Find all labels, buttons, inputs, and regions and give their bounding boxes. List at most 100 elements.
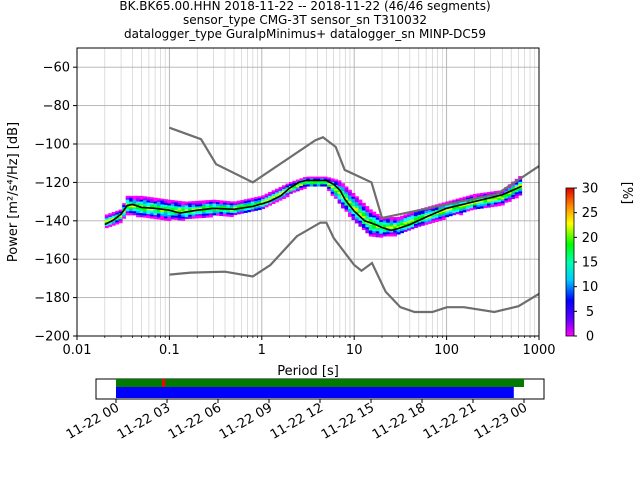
density-cell bbox=[153, 205, 158, 208]
density-cell bbox=[351, 198, 356, 201]
density-cell bbox=[500, 199, 505, 202]
density-cell bbox=[163, 216, 168, 219]
density-cell bbox=[309, 182, 314, 185]
density-cell bbox=[389, 226, 394, 229]
density-cell bbox=[358, 224, 363, 227]
density-cell bbox=[299, 178, 304, 181]
density-cell bbox=[254, 200, 259, 204]
density-cell bbox=[368, 220, 373, 224]
density-cell bbox=[146, 202, 151, 205]
density-cell bbox=[111, 217, 116, 220]
density-cell bbox=[368, 222, 373, 226]
density-cell bbox=[410, 221, 415, 224]
colorbar-tick-label: 25 bbox=[582, 206, 599, 221]
density-cell bbox=[167, 216, 172, 220]
density-cell bbox=[407, 222, 411, 225]
density-cell bbox=[247, 210, 252, 213]
density-cell bbox=[473, 201, 477, 204]
density-cell bbox=[118, 217, 123, 220]
density-cell bbox=[202, 200, 206, 203]
density-cell bbox=[149, 197, 154, 200]
density-cell bbox=[195, 206, 200, 209]
density-cell bbox=[160, 200, 165, 203]
density-cell bbox=[108, 222, 113, 226]
density-cell bbox=[424, 216, 429, 220]
density-cell bbox=[389, 216, 394, 220]
density-cell bbox=[407, 220, 411, 223]
density-cell bbox=[129, 201, 134, 204]
density-cell bbox=[125, 197, 130, 200]
density-cell bbox=[115, 214, 120, 217]
density-cell bbox=[493, 196, 498, 199]
density-cell bbox=[188, 208, 193, 212]
density-cell bbox=[195, 204, 200, 207]
density-cell bbox=[226, 208, 231, 211]
density-cell bbox=[108, 215, 113, 218]
density-cell bbox=[320, 180, 325, 183]
density-cell bbox=[414, 212, 418, 215]
density-cell bbox=[247, 198, 252, 201]
density-cell bbox=[386, 222, 391, 225]
density-cell bbox=[285, 191, 290, 194]
density-cell bbox=[427, 208, 432, 211]
density-cell bbox=[375, 231, 380, 234]
density-cell bbox=[215, 213, 220, 216]
density-cell bbox=[420, 221, 425, 224]
density-cell bbox=[400, 227, 404, 230]
density-cell bbox=[337, 201, 342, 204]
density-cell bbox=[229, 207, 234, 210]
density-cell bbox=[386, 226, 391, 229]
density-cell bbox=[420, 215, 425, 219]
density-cell bbox=[222, 214, 227, 217]
density-cell bbox=[327, 186, 332, 190]
density-cell bbox=[278, 188, 283, 192]
density-cell bbox=[445, 211, 450, 214]
density-cell bbox=[129, 213, 134, 216]
density-cell bbox=[344, 197, 349, 201]
density-cell bbox=[306, 180, 311, 183]
density-cell bbox=[136, 213, 140, 216]
density-cell bbox=[500, 203, 505, 206]
density-cell bbox=[139, 215, 144, 218]
density-cell bbox=[278, 196, 283, 199]
density-cell bbox=[160, 210, 165, 213]
density-cell bbox=[229, 203, 234, 206]
density-cell bbox=[240, 201, 245, 205]
density-cell bbox=[136, 207, 140, 210]
density-cell bbox=[497, 202, 502, 205]
density-cell bbox=[302, 180, 307, 184]
density-cell bbox=[483, 203, 488, 207]
density-cell bbox=[250, 199, 255, 202]
density-cell bbox=[375, 235, 380, 238]
density-cell bbox=[375, 229, 380, 232]
density-cell bbox=[462, 196, 467, 199]
density-cell bbox=[420, 213, 425, 217]
density-cell bbox=[316, 178, 321, 181]
density-cell bbox=[389, 234, 394, 237]
density-cell bbox=[386, 232, 391, 235]
density-cell bbox=[361, 204, 366, 207]
density-cell bbox=[191, 204, 196, 208]
density-cell bbox=[299, 187, 304, 191]
density-cell bbox=[122, 214, 127, 217]
density-cell bbox=[344, 201, 349, 205]
density-cell bbox=[386, 220, 391, 224]
density-cell bbox=[452, 213, 457, 216]
density-cell bbox=[365, 225, 370, 228]
density-cell bbox=[264, 195, 269, 198]
density-cell bbox=[410, 213, 415, 216]
density-cell bbox=[316, 176, 321, 179]
density-cell bbox=[361, 212, 366, 215]
density-cell bbox=[365, 227, 370, 230]
density-cell bbox=[167, 205, 172, 208]
density-cell bbox=[111, 213, 116, 217]
density-cell bbox=[268, 203, 272, 206]
density-cell bbox=[486, 201, 491, 204]
density-cell bbox=[118, 221, 123, 224]
density-cell bbox=[375, 217, 380, 221]
x-axis-ticks: 0.01 0.1 1 10 100 1000 bbox=[63, 336, 556, 358]
density-cell bbox=[129, 205, 134, 208]
density-cell bbox=[143, 215, 147, 218]
density-cell bbox=[386, 218, 391, 222]
density-cell bbox=[344, 194, 349, 197]
